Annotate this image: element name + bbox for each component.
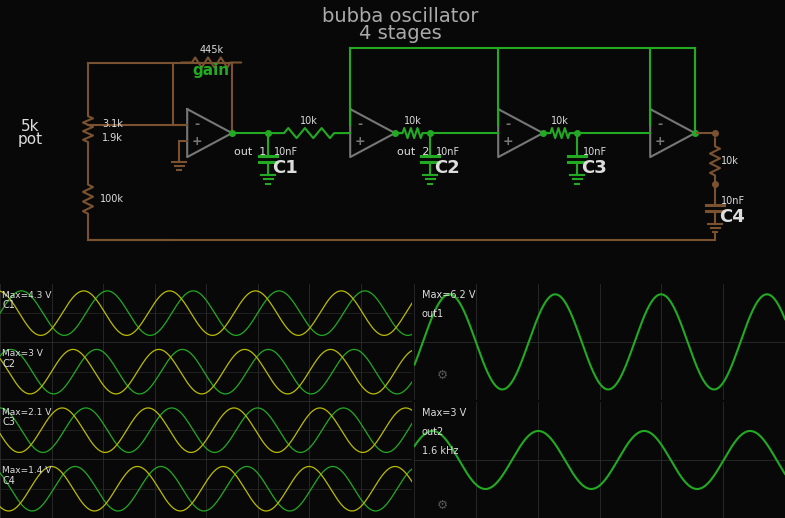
Text: pot: pot bbox=[17, 132, 42, 147]
Text: +: + bbox=[192, 135, 203, 148]
Text: C2: C2 bbox=[2, 359, 15, 369]
Text: C4: C4 bbox=[2, 476, 15, 486]
Text: out  2: out 2 bbox=[397, 147, 429, 157]
Text: 4 stages: 4 stages bbox=[359, 24, 441, 43]
Text: +: + bbox=[655, 135, 666, 148]
Text: -: - bbox=[195, 118, 199, 131]
Text: bubba oscillator: bubba oscillator bbox=[322, 7, 478, 26]
Text: 100k: 100k bbox=[100, 194, 124, 204]
Text: -: - bbox=[357, 118, 363, 131]
Text: 10k: 10k bbox=[403, 116, 422, 126]
Text: Max=2.1 V: Max=2.1 V bbox=[2, 408, 52, 417]
Text: -: - bbox=[506, 118, 510, 131]
Text: 10nF: 10nF bbox=[436, 147, 460, 157]
Text: +: + bbox=[355, 135, 365, 148]
Text: Max=4.3 V: Max=4.3 V bbox=[2, 291, 52, 300]
Text: 5k: 5k bbox=[20, 119, 39, 134]
Text: out  1: out 1 bbox=[234, 147, 266, 157]
Text: C2: C2 bbox=[434, 160, 460, 178]
Text: Max=3 V: Max=3 V bbox=[422, 408, 466, 418]
Text: 1.9k: 1.9k bbox=[102, 133, 123, 143]
Text: Max=3 V: Max=3 V bbox=[2, 350, 43, 358]
Text: ⚙: ⚙ bbox=[436, 369, 448, 382]
Text: Max=1.4 V: Max=1.4 V bbox=[2, 467, 52, 476]
Text: C3: C3 bbox=[2, 418, 15, 427]
Text: 10nF: 10nF bbox=[721, 196, 745, 206]
Text: out2: out2 bbox=[422, 427, 444, 438]
Text: C3: C3 bbox=[581, 160, 607, 178]
Text: gain: gain bbox=[192, 63, 230, 78]
Text: C4: C4 bbox=[719, 208, 745, 226]
Text: 10nF: 10nF bbox=[274, 147, 298, 157]
Text: ⚙: ⚙ bbox=[436, 499, 448, 512]
Text: 10nF: 10nF bbox=[583, 147, 607, 157]
Text: 10k: 10k bbox=[721, 156, 739, 166]
Text: 10k: 10k bbox=[551, 116, 569, 126]
Text: C1: C1 bbox=[2, 300, 15, 310]
Text: 10k: 10k bbox=[300, 116, 318, 126]
Text: Max=6.2 V: Max=6.2 V bbox=[422, 290, 476, 300]
Text: -: - bbox=[657, 118, 663, 131]
Text: 1.6 kHz: 1.6 kHz bbox=[422, 446, 458, 456]
Text: +: + bbox=[502, 135, 513, 148]
Text: out1: out1 bbox=[422, 309, 444, 320]
Text: C1: C1 bbox=[272, 160, 298, 178]
Text: 445k: 445k bbox=[199, 46, 223, 55]
Text: 3.1k: 3.1k bbox=[102, 119, 123, 129]
